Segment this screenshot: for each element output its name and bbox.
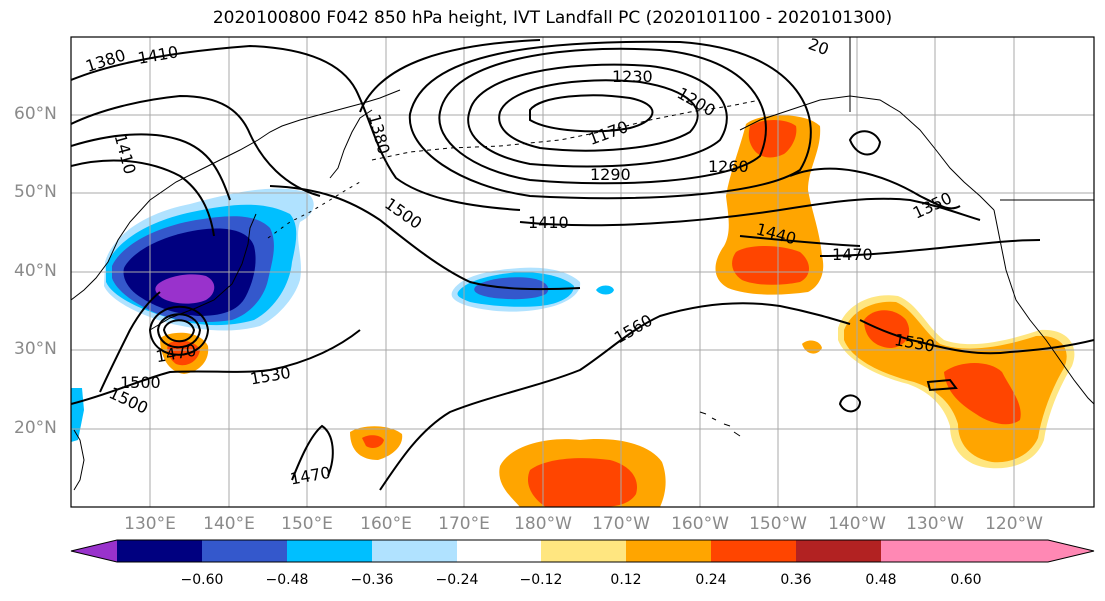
lat-label-20n: 20°N: [14, 418, 57, 438]
ivt-pos-east-red-upper: [864, 310, 910, 348]
ivt-pos-north-red-top: [748, 120, 797, 158]
height-contours: [71, 39, 1094, 491]
colorbar-outline: [70, 539, 1095, 563]
colorbar-tick: 0.24: [695, 572, 727, 588]
map-title: 2020100800 F042 850 hPa height, IVT Land…: [212, 8, 893, 28]
coastlines: [71, 37, 1094, 491]
colorbar-tick: 0.60: [950, 572, 982, 588]
lon-label-130e: 130°E: [124, 514, 176, 534]
contour-label: 1470: [832, 245, 873, 264]
lon-label-160e: 160°E: [360, 514, 412, 534]
map-area: 1380 1410 1410 1230 1200 1170 1380 1290 …: [71, 34, 1094, 507]
lon-label-180w: 180°W: [514, 514, 572, 534]
contour-1200-ring: [498, 79, 699, 152]
colorbar-tick: −0.36: [350, 572, 394, 588]
gridlines: [71, 37, 1094, 507]
lat-label-40n: 40°N: [14, 261, 57, 281]
colorbar-swatch-4: [372, 540, 457, 562]
contour-1440-line: [71, 133, 861, 247]
taiwan-coast: [73, 429, 85, 491]
contour-1260-ring: [438, 47, 767, 185]
contour-east-ring: [926, 378, 958, 392]
contour-1380-line: [71, 44, 521, 211]
colorbar-swatch-6: [541, 540, 626, 562]
ivt-pos-south-red: [527, 458, 637, 507]
colorbar-tick: 0.36: [780, 572, 812, 588]
contour-label: 1410: [528, 213, 569, 232]
contour-1500-west: [99, 291, 161, 393]
contour-label: 1500: [120, 373, 161, 392]
contour-north-right-ring: [848, 130, 882, 156]
asia-coast: [71, 89, 401, 301]
contour-1230-ring: [467, 63, 728, 168]
contour-1290-ring: [408, 40, 812, 200]
lon-label-170e: 170°E: [438, 514, 490, 534]
contour-1170-inner: [529, 94, 654, 133]
lon-label-160w: 160°W: [671, 514, 729, 534]
lon-label-150w: 150°W: [749, 514, 807, 534]
colorbar-swatch-2: [202, 540, 287, 562]
lon-label-140w: 140°W: [828, 514, 886, 534]
lat-label-50n: 50°N: [14, 182, 57, 202]
colorbar-tick: −0.12: [519, 572, 563, 588]
ivt-neg-purple: [155, 274, 215, 304]
lon-label-140e: 140°E: [203, 514, 255, 534]
contour-small-ring: [838, 394, 862, 413]
colorbar-swatch-7: [626, 540, 711, 562]
colorbar-tick: 0.48: [865, 572, 897, 588]
ivt-pos-east-red-lower: [944, 363, 1021, 425]
contour-label: 1260: [708, 157, 749, 176]
ivt-pos-north-red-bottom: [732, 246, 809, 285]
lon-label-170w: 170°W: [592, 514, 650, 534]
contour-typhoon-ring-1: [162, 319, 196, 343]
contour-typhoon-ring-3: [148, 305, 210, 356]
colorbar-swatch-3: [287, 540, 372, 562]
colorbar-swatch-1: [117, 540, 202, 562]
contour-1410-line: [71, 94, 981, 227]
north-america-coast: [993, 209, 1094, 405]
contour-typhoon-ring-2: [156, 313, 202, 349]
ivt-neg-tiny-blob: [596, 285, 614, 295]
colorbar-swatch-10: [881, 540, 1094, 562]
hawaii-islands: [699, 411, 741, 437]
colorbar-swatch-9: [796, 540, 881, 562]
lat-label-30n: 30°N: [14, 339, 57, 359]
map-frame: [70, 36, 1095, 508]
contour-label: 20: [806, 34, 832, 59]
contour-1560-line: [379, 302, 851, 491]
kamchatka-coast: [329, 109, 373, 179]
positive-ivt-shading: [160, 115, 1075, 507]
contour-1500-line: [269, 185, 581, 291]
lon-label-120w: 120°W: [985, 514, 1043, 534]
ivt-pos-southwest-red: [362, 435, 384, 448]
contour-label: 1290: [590, 165, 631, 184]
colorbar-tick: −0.48: [265, 572, 309, 588]
colorbar-tick: −0.60: [180, 572, 224, 588]
contour-1350-line: [359, 39, 961, 210]
contour-1470-line: [71, 159, 1041, 257]
colorbar-swatch-8: [711, 540, 796, 562]
colorbar-swatch-0: [71, 540, 117, 562]
aleutian-islands: [371, 99, 761, 161]
lon-label-150e: 150°E: [281, 514, 333, 534]
colorbar-swatch-5: [457, 540, 541, 562]
lon-label-130w: 130°W: [906, 514, 964, 534]
contour-1530-line: [71, 319, 1094, 405]
colorbar-tick: −0.24: [435, 572, 479, 588]
contour-1470-south: [291, 424, 334, 481]
colorbar: [70, 539, 1095, 563]
lat-label-60n: 60°N: [14, 104, 57, 124]
alaska-coast: [739, 95, 995, 211]
negative-ivt-shading: [71, 188, 614, 442]
colorbar-tick: 0.12: [610, 572, 642, 588]
contour-label: 1230: [612, 67, 653, 86]
